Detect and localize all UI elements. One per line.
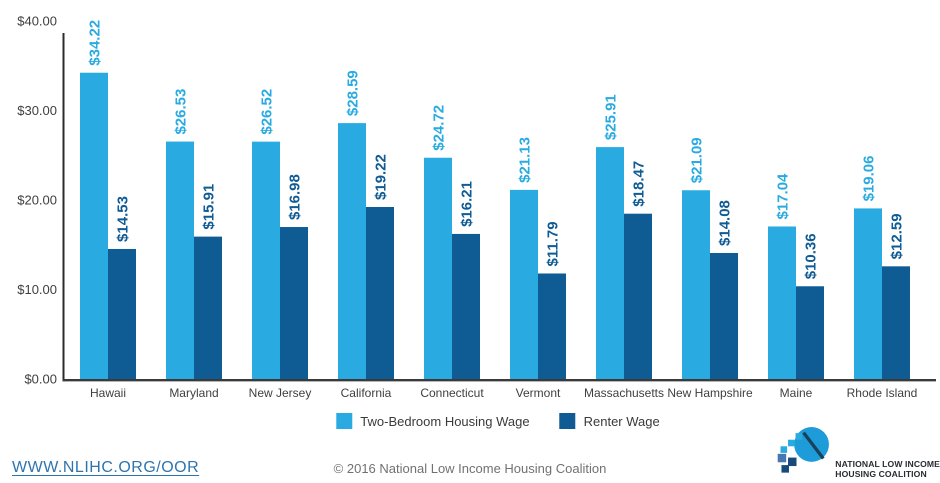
bar-two-bedroom-housing-wage-massachusetts: [596, 147, 624, 379]
bar-two-bedroom-housing-wage-new-jersey: [252, 141, 280, 379]
x-axis-label-california: California: [341, 386, 392, 400]
legend-item-two-bedroom-housing-wage: Two-Bedroom Housing Wage: [336, 413, 530, 429]
value-label-two-bedroom-housing-wage-rhode-island: $19.06: [861, 156, 878, 202]
value-label-renter-wage-maryland: $15.91: [201, 184, 218, 230]
value-label-renter-wage-rhode-island: $12.59: [889, 213, 906, 259]
value-label-renter-wage-new-jersey: $16.98: [287, 174, 304, 220]
bar-renter-wage-hawaii: [108, 248, 136, 379]
y-tick-label-0: $0.00: [24, 372, 57, 387]
x-axis-label-maryland: Maryland: [169, 386, 218, 400]
bar-renter-wage-california: [366, 206, 394, 379]
x-axis-label-connecticut: Connecticut: [420, 386, 484, 400]
bar-two-bedroom-housing-wage-hawaii: [80, 72, 108, 379]
copyright-text: © 2016 National Low Income Housing Coali…: [333, 461, 607, 476]
x-axis-label-hawaii: Hawaii: [90, 386, 126, 400]
bar-renter-wage-rhode-island: [882, 266, 910, 379]
bar-two-bedroom-housing-wage-maine: [768, 226, 796, 379]
bar-renter-wage-maine: [796, 286, 824, 379]
legend-item-renter-wage: Renter Wage: [559, 413, 660, 429]
legend-label-two-bedroom-housing-wage: Two-Bedroom Housing Wage: [360, 413, 530, 429]
value-label-renter-wage-california: $19.22: [373, 154, 390, 200]
y-tick-label-40: $40.00: [17, 14, 57, 29]
value-label-two-bedroom-housing-wage-maryland: $26.53: [173, 89, 190, 135]
legend-swatch-renter-wage: [559, 413, 576, 429]
bar-chart-svg: $0.00 $10.00 $20.00 $30.00 $40.00 $34.22 $14.5…: [17, 14, 936, 400]
value-label-renter-wage-massachusetts: $18.47: [631, 161, 648, 207]
logo-line-1: NATIONAL LOW INCOME: [835, 458, 940, 469]
bar-renter-wage-maryland: [194, 236, 222, 379]
legend-label-renter-wage: Renter Wage: [583, 413, 660, 429]
bar-renter-wage-vermont: [538, 273, 566, 379]
value-label-two-bedroom-housing-wage-maine: $17.04: [775, 173, 792, 220]
x-axis-label-massachusetts: Massachusetts: [584, 386, 664, 400]
logo-wordmark: NATIONAL LOW INCOME HOUSING COALITION: [835, 459, 940, 481]
chart-legend: Two-Bedroom Housing Wage Renter Wage: [336, 413, 660, 429]
x-axis-label-vermont: Vermont: [516, 386, 561, 400]
nlihc-oor-link[interactable]: WWW.NLIHC.ORG/OOR: [12, 459, 200, 476]
bar-two-bedroom-housing-wage-vermont: [510, 189, 538, 379]
value-label-two-bedroom-housing-wage-new-jersey: $26.52: [259, 89, 276, 135]
y-tick-label-20: $20.00: [17, 193, 57, 208]
x-axis-label-maine: Maine: [780, 386, 813, 400]
legend-swatch-two-bedroom-housing-wage: [336, 413, 353, 429]
bar-renter-wage-massachusetts: [624, 213, 652, 379]
house-icon: [777, 427, 829, 473]
bar-two-bedroom-housing-wage-new-hampshire: [682, 190, 710, 379]
nlihc-logo: NATIONAL LOW INCOME HOUSING COALITION: [773, 419, 940, 481]
value-label-two-bedroom-housing-wage-vermont: $21.13: [517, 137, 534, 183]
value-label-two-bedroom-housing-wage-new-hampshire: $21.09: [689, 137, 706, 183]
bar-chart: $0.00 $10.00 $20.00 $30.00 $40.00 $34.22 $14.5…: [17, 14, 936, 400]
bar-two-bedroom-housing-wage-connecticut: [424, 157, 452, 379]
bar-two-bedroom-housing-wage-maryland: [166, 141, 194, 379]
value-label-two-bedroom-housing-wage-hawaii: $34.22: [87, 20, 104, 66]
bar-two-bedroom-housing-wage-california: [338, 123, 366, 379]
bar-renter-wage-new-jersey: [280, 227, 308, 379]
value-label-renter-wage-maine: $10.36: [803, 233, 820, 279]
value-label-renter-wage-new-hampshire: $14.08: [717, 200, 734, 246]
bar-two-bedroom-housing-wage-rhode-island: [854, 208, 882, 379]
bar-renter-wage-new-hampshire: [710, 252, 738, 379]
bar-renter-wage-connecticut: [452, 233, 480, 379]
y-tick-label-30: $30.00: [17, 103, 57, 118]
x-axis-label-new-hampshire: New Hampshire: [667, 386, 753, 400]
value-label-two-bedroom-housing-wage-california: $28.59: [345, 70, 362, 116]
x-axis-label-rhode-island: Rhode Island: [847, 386, 918, 400]
y-tick-label-10: $10.00: [17, 282, 57, 297]
value-label-renter-wage-vermont: $11.79: [545, 221, 562, 266]
x-axis-label-new-jersey: New Jersey: [249, 386, 312, 400]
logo-line-2: HOUSING COALITION: [835, 468, 927, 479]
value-label-two-bedroom-housing-wage-connecticut: $24.72: [431, 105, 448, 151]
value-label-renter-wage-connecticut: $16.21: [459, 181, 476, 227]
value-label-renter-wage-hawaii: $14.53: [115, 196, 132, 242]
value-label-two-bedroom-housing-wage-massachusetts: $25.91: [603, 94, 620, 140]
